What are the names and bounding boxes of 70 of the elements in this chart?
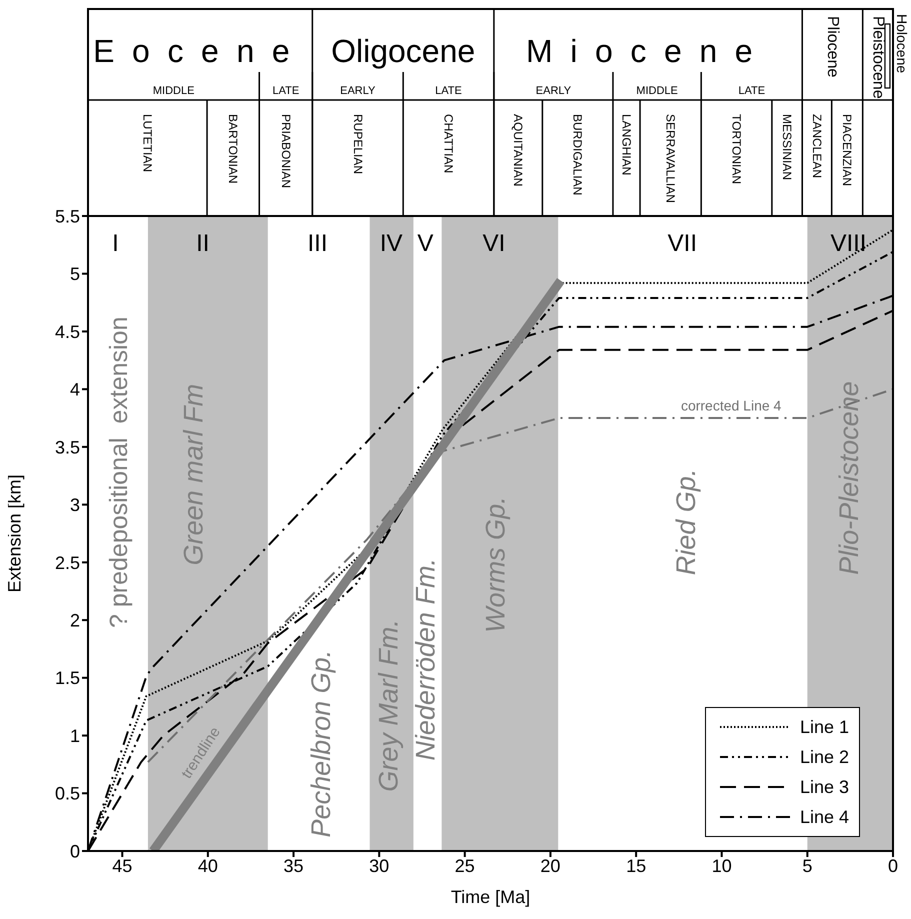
y-tick-label: 5.5	[54, 206, 80, 226]
text: RUPELIAN	[350, 114, 365, 174]
x-tick-label: 40	[198, 856, 218, 876]
annotation: VIII	[830, 230, 866, 258]
annotation: Green marl Fm	[178, 384, 208, 566]
annotation: V	[417, 230, 434, 258]
y-tick-label: 0.5	[54, 784, 80, 804]
annotation: ? predepositional extension	[104, 316, 133, 628]
x-tick-label: 45	[112, 856, 132, 876]
text: LANGHIAN	[619, 114, 634, 176]
text: Pleistocene	[869, 16, 886, 99]
text: PIACENZIAN	[840, 114, 854, 186]
annotation: VI	[482, 230, 506, 258]
annotation: Niederröden Fm.	[410, 558, 440, 761]
x-tick-label: 10	[712, 856, 732, 876]
text: Miocene	[526, 33, 770, 69]
annotation: Plio-Pleistocene	[834, 381, 864, 575]
text: LATE	[272, 85, 300, 97]
legend-label: Line 3	[800, 776, 850, 798]
text: Eocene	[93, 33, 308, 69]
text: MIDDLE	[636, 85, 678, 97]
text: EARLY	[340, 85, 376, 97]
text: BURDIGALIAN	[570, 114, 585, 196]
text: LATE	[738, 85, 766, 97]
text: Pliocene	[824, 16, 841, 78]
annotation: I	[112, 230, 119, 258]
y-tick-label: 1.5	[54, 668, 80, 688]
text: LUTETIAN	[140, 114, 155, 172]
x-axis-title: Time [Ma]	[450, 887, 530, 907]
text: MIDDLE	[152, 85, 194, 97]
x-tick-label: 20	[540, 856, 560, 876]
annotation: II	[196, 230, 210, 258]
text: LATE	[435, 85, 462, 97]
x-tick-label: 25	[454, 856, 475, 876]
annotation: Pechelbron Gp.	[306, 650, 336, 838]
y-tick-label: 4.5	[54, 322, 80, 342]
x-tick-label: 35	[284, 856, 304, 876]
annotation: IV	[380, 230, 403, 258]
y-tick-label: 0	[70, 841, 80, 862]
y-tick-label: 5	[70, 264, 80, 284]
legend-label: Line 1	[800, 716, 850, 738]
annotation: III	[308, 230, 328, 258]
y-tick-label: 3.5	[54, 437, 80, 458]
y-tick-label: 1	[70, 726, 80, 746]
legend-label: Line 4	[800, 806, 850, 828]
legend-label: Line 2	[800, 746, 850, 768]
y-tick-label: 2.5	[54, 552, 80, 573]
text: AQUITANIAN	[511, 114, 526, 186]
text: PRIABONIAN	[278, 114, 293, 188]
text: TORTONIAN	[730, 114, 744, 184]
x-tick-label: 15	[626, 856, 646, 876]
text: ZANCLEAN	[810, 114, 824, 178]
annotation: Worms Gp.	[480, 496, 511, 633]
text: BARTONIAN	[226, 114, 240, 184]
text: Oligocene	[331, 33, 476, 69]
x-tick-label: 30	[369, 856, 390, 876]
text: MESSINIAN	[780, 114, 794, 180]
text: SERRAVALLIAN	[664, 114, 678, 203]
x-tick-label: 0	[888, 856, 898, 876]
x-tick-label: 5	[802, 856, 812, 876]
text: Holocene	[894, 14, 910, 74]
y-tick-label: 4	[70, 380, 80, 400]
text: CHATTIAN	[442, 114, 456, 174]
text: EARLY	[536, 85, 572, 97]
annotation: VII	[668, 230, 697, 258]
y-tick-label: 3	[70, 495, 80, 516]
annotation: Ried Gp.	[670, 468, 701, 576]
annotation: Grey Marl Fm.	[374, 619, 404, 792]
annotation: corrected Line 4	[680, 397, 782, 414]
y-tick-label: 2	[70, 610, 80, 630]
